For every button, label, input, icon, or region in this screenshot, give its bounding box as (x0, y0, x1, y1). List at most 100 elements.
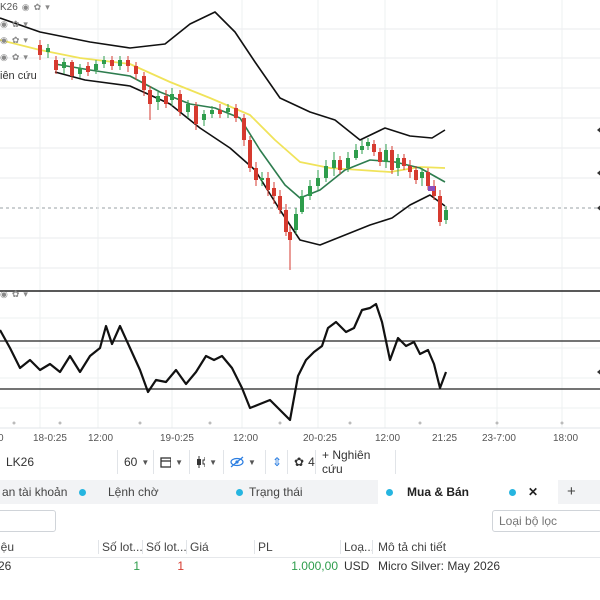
tab-buy-sell-label: Mua & Bán (407, 485, 470, 499)
candle-body (186, 104, 190, 112)
gear-icon[interactable]: ✿ (11, 288, 20, 299)
tab-indicator-dot (386, 488, 393, 496)
candle-body (354, 150, 358, 158)
gear-icon[interactable]: ✿ (11, 51, 20, 62)
time-axis-dot (495, 421, 499, 425)
time-axis-dot (278, 421, 282, 425)
indicator-row-2[interactable]: ◉ ✿ ▾ (0, 17, 28, 31)
column-header-lots-buy[interactable]: Số lot... (102, 540, 143, 554)
candle-body (308, 186, 312, 196)
candle-body (248, 140, 252, 168)
tab-account-label: an tài khoản (2, 485, 68, 499)
time-axis-dot (12, 421, 16, 425)
close-icon[interactable]: ✕ (528, 485, 539, 499)
eye-icon[interactable]: ◉ (21, 1, 30, 12)
cell-lots-sell: 1 (177, 559, 184, 573)
candle-body (396, 158, 400, 168)
column-divider[interactable] (340, 540, 341, 554)
time-axis-dot (138, 421, 142, 425)
eye-icon[interactable]: ◉ (0, 51, 8, 62)
filter-input[interactable] (492, 510, 600, 532)
column-header-lots-sell[interactable]: Số lot... (146, 540, 187, 554)
tab-indicator-dot (79, 488, 87, 496)
symbol-selector[interactable]: LK26 (0, 450, 118, 474)
candle-body (134, 66, 138, 74)
research-button[interactable]: + Nghiên cứu (316, 448, 396, 476)
candle-body (366, 142, 370, 146)
add-tab-button[interactable]: + (567, 483, 576, 500)
gear-icon[interactable]: ✿ (33, 1, 42, 12)
indicators-button[interactable]: ✿ 4 (288, 450, 316, 474)
caret-down-icon[interactable]: ▾ (23, 34, 28, 45)
candle-body (294, 214, 298, 230)
column-header-type[interactable]: Loạ... (344, 540, 375, 554)
filter-chip[interactable] (0, 510, 56, 532)
column-header-pl[interactable]: PL (258, 540, 273, 554)
caret-down-icon[interactable]: ▾ (23, 51, 28, 62)
candle-body (194, 106, 198, 124)
cell-description: Micro Silver: May 2026 (378, 559, 501, 573)
bollinger-upper (0, 11, 446, 141)
column-divider[interactable] (142, 540, 143, 554)
eye-icon[interactable]: ◉ (0, 18, 8, 29)
candle-body (266, 178, 270, 190)
caret-down-icon[interactable]: ▾ (45, 1, 50, 12)
caret-down-icon: ▼ (141, 457, 150, 467)
time-axis-label: 18-0:25 (33, 433, 67, 444)
column-divider[interactable] (98, 540, 99, 554)
time-axis-label: 20-0:25 (303, 433, 337, 444)
candle-body (384, 150, 388, 162)
calendar-icon (160, 457, 172, 468)
column-divider[interactable] (186, 540, 187, 554)
candle-body (78, 68, 82, 74)
gear-icon[interactable]: ✿ (11, 18, 20, 29)
chart-canvas[interactable]: 0 18-0:25 12:00 19-0:25 12:00 20-0:25 12:00 21:… (0, 0, 600, 448)
column-divider[interactable] (372, 540, 373, 554)
gear-icon: ✿ (294, 455, 305, 469)
visibility-button[interactable]: ▼ (224, 450, 266, 474)
lower-pane-indicator-row[interactable]: ◉ ✿ ▾ (0, 287, 28, 301)
time-axis-label: 18:00 (553, 433, 578, 444)
price-chart-area[interactable]: 0 18-0:25 12:00 19-0:25 12:00 20-0:25 12:00 21:… (0, 0, 600, 448)
column-header-symbol[interactable]: iệu (0, 540, 15, 554)
indicator-row-3[interactable]: ◉ ✿ ▾ (0, 33, 28, 47)
column-header-description[interactable]: Mô tả chi tiết (378, 540, 447, 554)
candle-body (378, 152, 382, 162)
time-axis-dot (560, 421, 564, 425)
calendar-button[interactable]: ▼ (154, 450, 190, 474)
caret-down-icon[interactable]: ▾ (23, 288, 28, 299)
candle-body (126, 60, 130, 66)
candle-body (142, 76, 146, 90)
indicator-count: 4 (308, 455, 315, 469)
column-header-price[interactable]: Giá (190, 540, 209, 554)
cell-currency: USD (344, 559, 370, 573)
gear-icon[interactable]: ✿ (11, 34, 20, 45)
tab-buy-sell[interactable]: Mua & Bán ✕ (378, 480, 558, 504)
timeframe-selector[interactable]: 60 ▼ (118, 450, 154, 474)
eye-icon[interactable]: ◉ (0, 288, 8, 299)
tab-indicator-dot (236, 488, 243, 496)
caret-down-icon[interactable]: ▾ (23, 18, 28, 29)
candle-body (260, 178, 264, 180)
tab-status[interactable]: Trạng thái (228, 480, 311, 504)
indicator-row-4[interactable]: ◉ ✿ ▾ (0, 50, 28, 64)
indicator-row-1[interactable]: K26 ◉ ✿ ▾ (0, 0, 50, 14)
candle-body (226, 108, 230, 112)
cell-symbol: 26 (0, 559, 12, 573)
oscillator-line (0, 302, 448, 422)
autoscale-button[interactable]: ⇕ (266, 450, 288, 474)
eye-icon[interactable]: ◉ (0, 34, 8, 45)
timeframe-label: 60 (124, 455, 138, 469)
candle-body (118, 60, 122, 66)
time-axis-label: 0 (0, 433, 4, 444)
candle-body (156, 96, 160, 102)
candle-body (408, 166, 412, 172)
column-divider[interactable] (254, 540, 255, 554)
time-axis-label: 12:00 (375, 433, 400, 444)
tab-account[interactable]: an tài khoản (0, 480, 94, 504)
time-axis-label: 21:25 (432, 433, 457, 444)
table-row[interactable]: 26 1 1 1.000,00 USD Micro Silver: May 20… (0, 555, 600, 577)
candle-body (148, 90, 152, 104)
tab-pending-orders[interactable]: Lệnh chờ (100, 480, 167, 504)
chart-type-button[interactable]: ▼ (190, 450, 224, 474)
